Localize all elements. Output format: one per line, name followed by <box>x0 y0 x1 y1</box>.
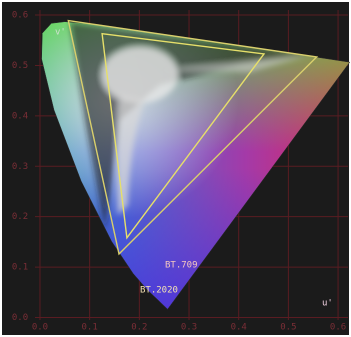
gamut-label: BT.2020 <box>140 286 178 296</box>
y-tick-label: 0.3 <box>12 162 28 172</box>
x-tick-label: 0.0 <box>32 323 48 333</box>
x-tick-label: 0.4 <box>231 323 247 333</box>
y-tick-label: 0.1 <box>12 263 28 273</box>
x-tick-label: 0.2 <box>131 323 147 333</box>
y-tick-label: 0.4 <box>12 111 28 121</box>
x-tick-label: 0.6 <box>330 323 346 333</box>
gamut-triangle <box>101 32 266 240</box>
y-tick-label: 0.0 <box>12 313 28 323</box>
y-tick-label: 0.5 <box>12 61 28 71</box>
gamut-label: BT.709 <box>165 261 198 271</box>
x-axis-label: u' <box>322 299 333 309</box>
y-axis-label: v' <box>55 28 66 38</box>
y-tick-label: 0.6 <box>12 11 28 21</box>
x-tick-label: 0.1 <box>82 323 98 333</box>
gamut-triangle <box>67 19 319 256</box>
pixel-cloud <box>70 22 310 230</box>
x-tick-label: 0.3 <box>181 323 197 333</box>
y-tick-label: 0.2 <box>12 212 28 222</box>
x-tick-label: 0.5 <box>280 323 296 333</box>
